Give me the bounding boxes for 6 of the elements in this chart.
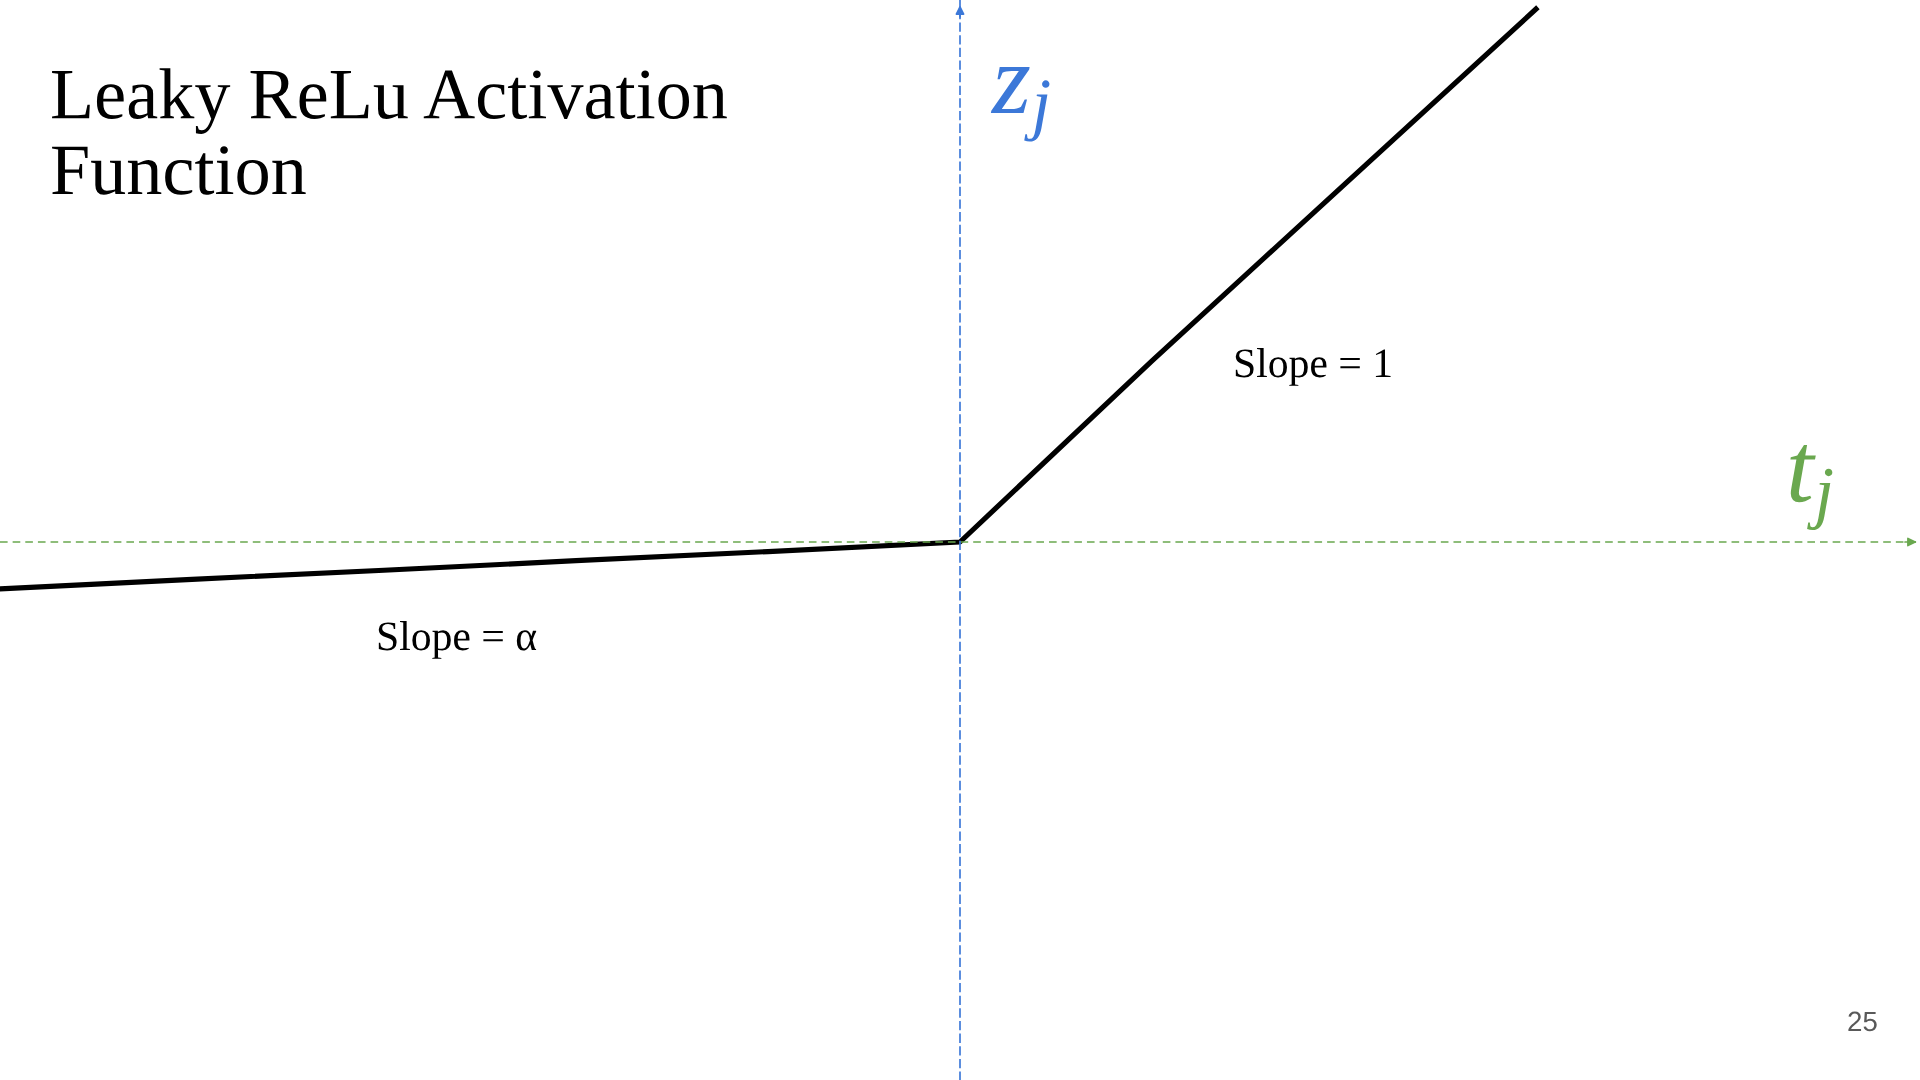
text: 25	[1848, 1011, 1877, 1032]
x-axis-title: t$_{j}$	[1790, 445, 1833, 530]
text: Slope = α	[378, 621, 537, 659]
text: Leaky ReLu Activation Function	[52, 68, 727, 195]
y-axis-title: z$_{j}$	[990, 67, 1050, 142]
annotation: Slope = 1	[1235, 348, 1391, 386]
